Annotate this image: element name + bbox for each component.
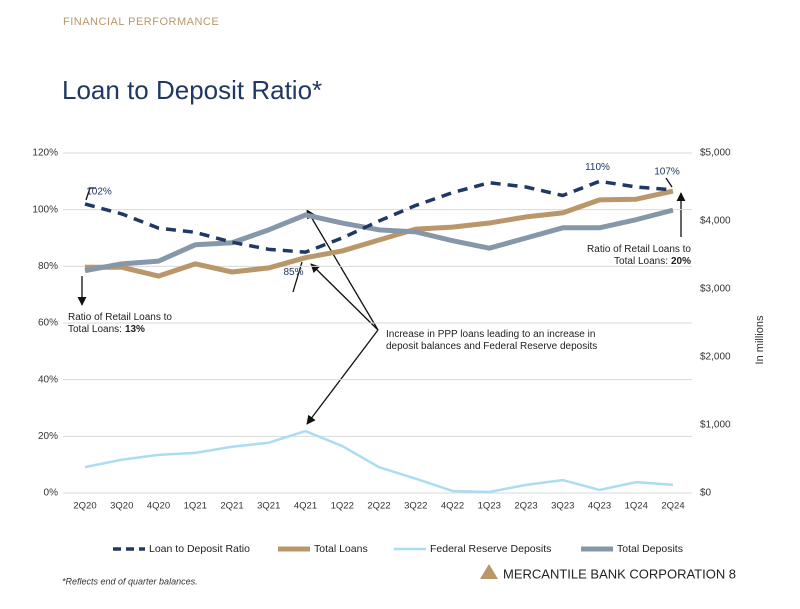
x-tick-label: 3Q21 xyxy=(257,501,280,512)
slide-title: Loan to Deposit Ratio* xyxy=(62,75,322,105)
legend-label: Loan to Deposit Ratio xyxy=(149,543,250,555)
x-tick-label: 2Q21 xyxy=(220,501,243,512)
footnote: *Reflects end of quarter balances. xyxy=(62,576,198,586)
series-line xyxy=(84,207,674,274)
x-tick-label: 1Q22 xyxy=(331,501,354,512)
y-tick-label: 40% xyxy=(38,374,58,385)
annotation: Ratio of Retail Loans to xyxy=(68,312,172,323)
x-tick-label: 3Q22 xyxy=(404,501,427,512)
data-label: 102% xyxy=(86,187,112,198)
annotation-text: Ratio of Retail Loans to xyxy=(587,244,691,255)
x-tick-label: 4Q20 xyxy=(147,501,170,512)
annotation: deposit balances and Federal Reserve dep… xyxy=(386,341,597,352)
data-label: 107% xyxy=(654,166,680,177)
series-line xyxy=(85,188,674,279)
data-label: 110% xyxy=(585,162,610,173)
y-tick-label: 20% xyxy=(38,431,58,442)
y-tick-label: 100% xyxy=(32,204,58,215)
legend-label: Total Loans xyxy=(314,543,368,555)
y-tick-label: 120% xyxy=(32,148,58,159)
annotation-text: Increase in PPP loans leading to an incr… xyxy=(386,329,595,340)
arrow xyxy=(306,209,379,331)
x-tick-label: 2Q24 xyxy=(661,501,684,512)
annotation-text: Total Loans: xyxy=(68,324,122,335)
annotation: Total Loans: 20% xyxy=(614,256,691,267)
x-tick-label: 1Q24 xyxy=(625,501,648,512)
arrows xyxy=(77,177,686,425)
legend-label: Total Deposits xyxy=(617,543,683,555)
legend-label: Federal Reserve Deposits xyxy=(430,543,551,555)
y2-tick-label: $2,000 xyxy=(700,352,731,363)
leader-line xyxy=(292,261,303,293)
annotation: Increase in PPP loans leading to an incr… xyxy=(386,329,595,340)
x-tick-label: 1Q23 xyxy=(478,501,501,512)
leader-line xyxy=(665,177,673,188)
y2-axis-label: In millions xyxy=(754,315,766,364)
y-tick-label: 0% xyxy=(44,488,59,499)
annotation-highlight: 13% xyxy=(125,324,145,335)
x-tick-label: 3Q23 xyxy=(551,501,574,512)
data-label: 85% xyxy=(283,267,303,278)
y-tick-label: 60% xyxy=(38,318,58,329)
y2-tick-label: $4,000 xyxy=(700,216,731,227)
annotation-highlight: 20% xyxy=(671,256,691,267)
x-tick-label: 2Q20 xyxy=(73,501,96,512)
page-number: 8 xyxy=(729,566,736,581)
y2-tick-label: $1,000 xyxy=(700,420,731,431)
x-tick-label: 4Q22 xyxy=(441,501,464,512)
arrow xyxy=(306,329,379,425)
arrow xyxy=(310,263,379,331)
annotation-text: deposit balances and Federal Reserve dep… xyxy=(386,341,597,352)
leader-line xyxy=(85,187,96,201)
series-line xyxy=(84,179,674,254)
annotation: Total Loans: 13% xyxy=(68,324,145,335)
y2-tick-label: $5,000 xyxy=(700,148,731,159)
x-tick-label: 2Q22 xyxy=(367,501,390,512)
annotation: Ratio of Retail Loans to xyxy=(587,244,691,255)
header: FINANCIAL PERFORMANCE xyxy=(63,16,219,28)
x-tick-label: 2Q23 xyxy=(514,501,537,512)
series-line xyxy=(84,429,674,494)
y-tick-label: 80% xyxy=(38,261,58,272)
x-tick-label: 4Q23 xyxy=(588,501,611,512)
y2-tick-label: $0 xyxy=(700,488,712,499)
annotation-text: Total Loans: xyxy=(614,256,668,267)
x-tick-label: 3Q20 xyxy=(110,501,133,512)
company-name: MERCANTILE BANK CORPORATION xyxy=(503,566,725,581)
x-tick-label: 1Q21 xyxy=(184,501,207,512)
annotation-text: Ratio of Retail Loans to xyxy=(68,312,172,323)
logo-icon xyxy=(480,564,498,579)
x-tick-label: 4Q21 xyxy=(294,501,317,512)
y2-tick-label: $3,000 xyxy=(700,284,731,295)
